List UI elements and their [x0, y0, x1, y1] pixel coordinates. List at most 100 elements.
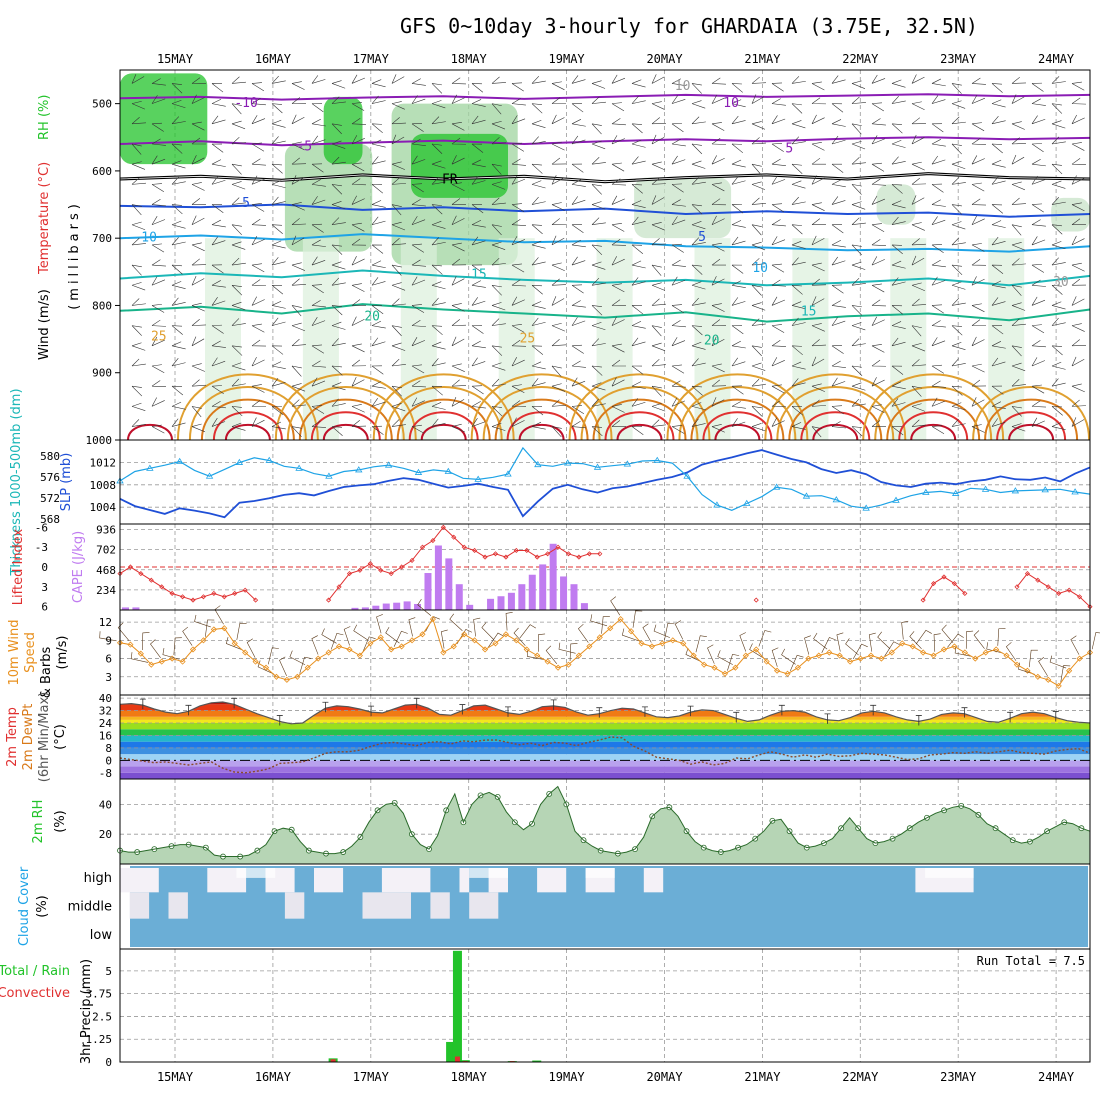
wind-barb: [1011, 224, 1022, 236]
wind-barb: [991, 264, 1004, 274]
wind-barb: [891, 216, 906, 226]
y-tick-label: 500: [92, 98, 112, 111]
wind-barb: [491, 197, 506, 205]
wind-barb: [391, 117, 406, 125]
wind-barb: [191, 94, 205, 104]
wind-barb: [851, 382, 866, 391]
wind-barb: [251, 82, 265, 92]
wind-barb: [813, 632, 828, 650]
cape-bar: [122, 607, 129, 610]
wind-barb: [371, 156, 386, 165]
bottom-date-label: 15MAY: [157, 1070, 194, 1084]
boundary-layer-contour: [702, 411, 773, 441]
wind-barb: [391, 298, 406, 306]
wind-barb: [831, 284, 844, 294]
wind-ylabel: 10m Wind Speed & Barbs (m/s): [7, 619, 70, 698]
precip-tick-label: 0: [105, 1056, 112, 1069]
cape-bar: [455, 584, 463, 610]
wind-marker: [899, 640, 906, 647]
wind-marker: [554, 664, 562, 671]
wind-barb: [691, 358, 706, 367]
wind-barb: [131, 161, 146, 170]
wind-barb: [631, 156, 646, 165]
wind-barb: [171, 401, 186, 410]
wind-barb: [591, 157, 606, 165]
wind-barb: [871, 135, 886, 145]
wind-barb: [891, 426, 904, 436]
wind-barb: [791, 224, 803, 235]
wind-barb: [491, 241, 506, 250]
boundary-layer-contour: [862, 373, 1005, 441]
wind-marker: [784, 670, 791, 677]
wind-barb: [411, 319, 426, 327]
wind-barb: [205, 619, 215, 637]
wind-barb: [191, 363, 206, 372]
wind-barb: [351, 117, 366, 125]
wind-barb: [651, 195, 665, 205]
wind-barb: [1031, 324, 1045, 334]
wind-barb: [531, 163, 543, 174]
top-date-label: 24MAY: [1038, 52, 1075, 66]
wind-barb: [151, 78, 166, 86]
wind-barb: [591, 80, 606, 89]
wind-tick-label: 9: [105, 634, 112, 647]
wind-barb: [311, 256, 326, 266]
wind-barb: [871, 404, 885, 413]
wind-barb: [991, 401, 1006, 409]
freezing-level-core: [119, 173, 1091, 183]
wind-barb: [211, 159, 226, 167]
wind-barb: [171, 116, 186, 125]
wind-barb: [411, 397, 425, 407]
li-marker: [461, 544, 467, 550]
wind-barb: [362, 636, 376, 653]
wind-barb: [451, 336, 465, 347]
wind-barb: [591, 338, 606, 347]
wind-barb: [1051, 103, 1063, 114]
wind-barb: [611, 74, 626, 84]
wind-barb: [621, 628, 639, 642]
wind-barb: [371, 216, 386, 226]
wind-barb: [811, 323, 825, 332]
wind-tick-label: 3: [105, 671, 112, 684]
cape-bar: [528, 574, 536, 610]
wind-barb: [371, 425, 384, 435]
wind-marker: [920, 649, 927, 656]
top-date-label: 23MAY: [940, 52, 977, 66]
wind-barb: [551, 296, 565, 306]
wind-barb: [991, 159, 1006, 168]
bottom-date-label: 23MAY: [940, 1070, 977, 1084]
wind-barb: [571, 300, 586, 308]
wind-barb: [731, 99, 746, 108]
wind-barb: [351, 377, 365, 387]
wind-barb: [291, 97, 307, 104]
cape-bar: [487, 598, 495, 610]
temperature-tick-label: -8: [99, 767, 112, 780]
wind-barb: [251, 175, 266, 185]
wind-barb: [471, 143, 484, 153]
wind-barb: [491, 422, 506, 431]
wind-barb: [331, 156, 346, 165]
temperature-contour: [119, 93, 1091, 101]
boundary-layer-contour: [224, 423, 271, 441]
boundary-layer-contour: [384, 386, 503, 441]
cape-bar: [382, 603, 390, 610]
wind-barb: [519, 624, 537, 639]
wind-barb: [831, 103, 844, 113]
wind-barb: [991, 357, 1006, 367]
wind-barb: [1070, 635, 1080, 655]
contour-label: 15: [801, 305, 817, 320]
wind-barb: [931, 259, 946, 268]
thickness-marker: [1041, 486, 1049, 493]
wind-barb: [511, 296, 525, 306]
wind-barb: [225, 637, 243, 651]
wind-barb: [931, 95, 946, 104]
wind-barb: [531, 378, 546, 387]
wind-barb: [971, 182, 985, 192]
cape-tick-label: 468: [96, 564, 116, 577]
wind-marker: [294, 673, 301, 680]
wind-barb: [691, 325, 703, 336]
cape-bar: [132, 607, 140, 610]
thickness-marker: [922, 488, 930, 495]
wind-barb: [531, 406, 544, 416]
wind-barb: [151, 336, 165, 347]
